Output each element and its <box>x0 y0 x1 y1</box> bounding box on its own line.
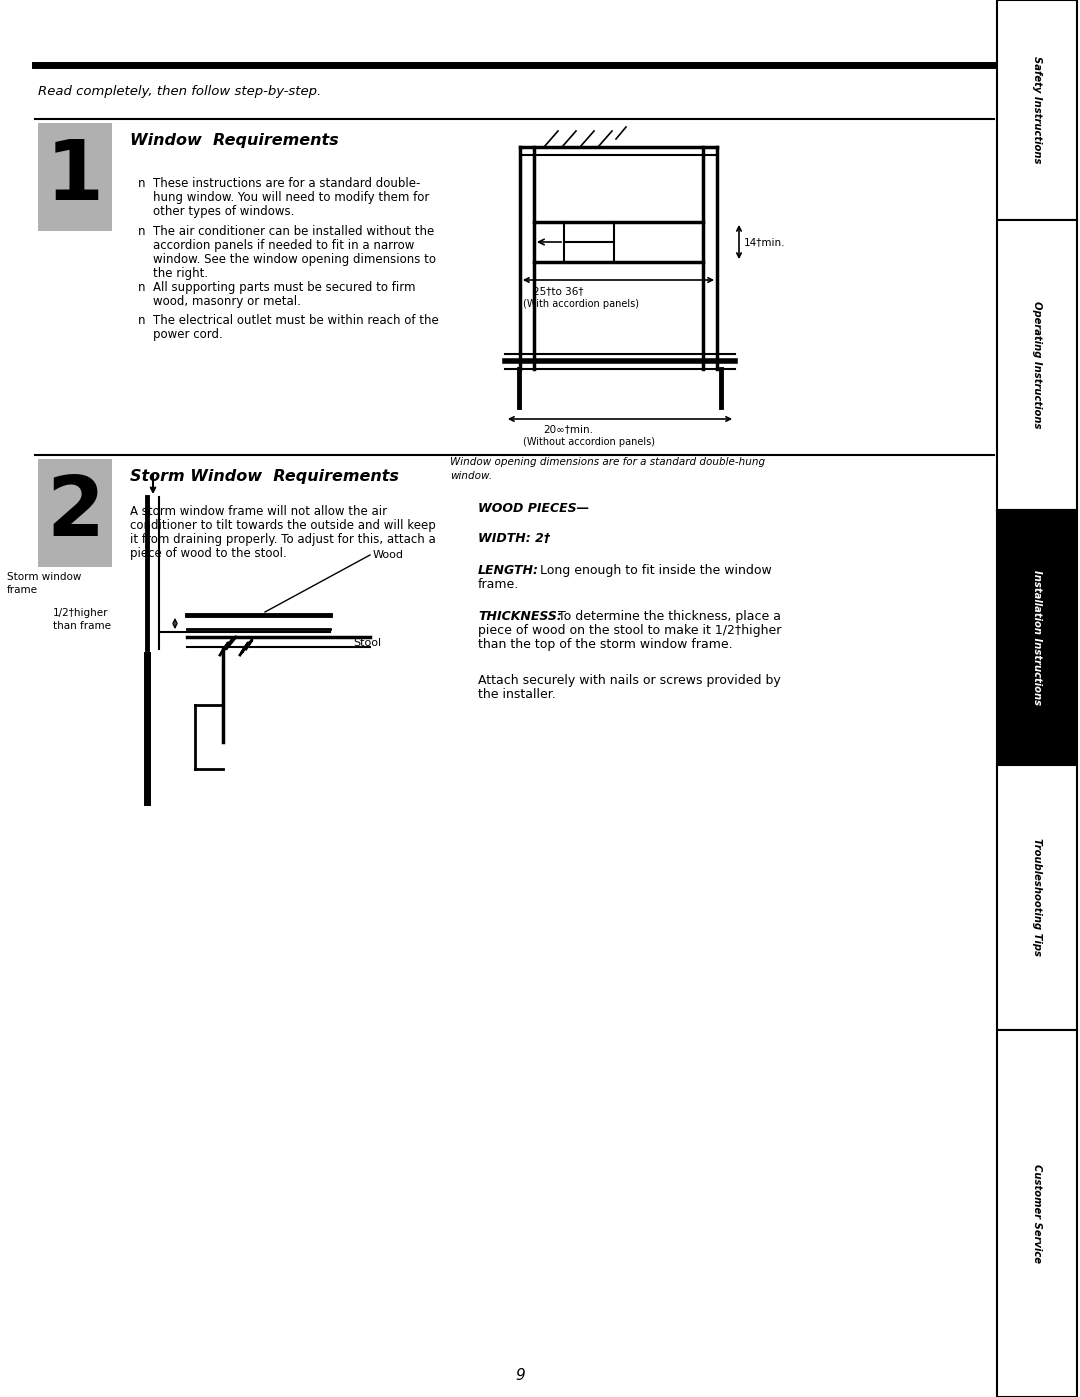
Text: WOOD PIECES—: WOOD PIECES— <box>478 502 589 515</box>
Text: Customer Service: Customer Service <box>1032 1164 1042 1263</box>
Text: Read completely, then follow step-by-step.: Read completely, then follow step-by-ste… <box>38 85 321 99</box>
Text: 1/2†higher: 1/2†higher <box>53 608 108 617</box>
Text: 2: 2 <box>46 472 104 553</box>
Text: A storm window frame will not allow the air: A storm window frame will not allow the … <box>130 504 387 518</box>
Text: Window  Requirements: Window Requirements <box>130 134 339 148</box>
Text: Storm window: Storm window <box>6 571 81 583</box>
Text: other types of windows.: other types of windows. <box>138 205 295 218</box>
Text: THICKNESS:: THICKNESS: <box>478 610 562 623</box>
Text: frame.: frame. <box>478 578 519 591</box>
Text: than the top of the storm window frame.: than the top of the storm window frame. <box>478 638 732 651</box>
Text: Operating Instructions: Operating Instructions <box>1032 302 1042 429</box>
Bar <box>997 0 1077 219</box>
Bar <box>38 123 112 231</box>
Text: (With accordion panels): (With accordion panels) <box>523 299 639 309</box>
Text: accordion panels if needed to fit in a narrow: accordion panels if needed to fit in a n… <box>138 239 415 251</box>
Text: the right.: the right. <box>138 267 208 279</box>
Bar <box>997 219 1077 510</box>
Text: it from draining properly. To adjust for this, attach a: it from draining properly. To adjust for… <box>130 534 435 546</box>
Bar <box>997 766 1077 1030</box>
Text: piece of wood to the stool.: piece of wood to the stool. <box>130 548 287 560</box>
Text: WIDTH: 2†: WIDTH: 2† <box>478 532 550 545</box>
Text: window.: window. <box>450 471 492 481</box>
Text: Stool: Stool <box>353 638 381 648</box>
Text: power cord.: power cord. <box>138 328 222 341</box>
Text: Installation Instructions: Installation Instructions <box>1032 570 1042 705</box>
Text: Storm Window  Requirements: Storm Window Requirements <box>130 469 399 485</box>
Text: To determine the thickness, place a: To determine the thickness, place a <box>558 610 781 623</box>
Text: LENGTH:: LENGTH: <box>478 564 539 577</box>
Text: piece of wood on the stool to make it 1/2†higher: piece of wood on the stool to make it 1/… <box>478 624 781 637</box>
Text: Safety Instructions: Safety Instructions <box>1032 56 1042 163</box>
Text: Long enough to fit inside the window: Long enough to fit inside the window <box>540 564 772 577</box>
Text: conditioner to tilt towards the outside and will keep: conditioner to tilt towards the outside … <box>130 520 435 532</box>
Text: (Without accordion panels): (Without accordion panels) <box>523 437 654 447</box>
Bar <box>38 460 112 567</box>
Text: window. See the window opening dimensions to: window. See the window opening dimension… <box>138 253 436 265</box>
Text: hung window. You will need to modify them for: hung window. You will need to modify the… <box>138 191 430 204</box>
Text: n  These instructions are for a standard double-: n These instructions are for a standard … <box>138 177 420 190</box>
Text: 25†to 36†: 25†to 36† <box>534 286 583 296</box>
Text: wood, masonry or metal.: wood, masonry or metal. <box>138 295 301 307</box>
Text: the installer.: the installer. <box>478 687 556 701</box>
Text: n  All supporting parts must be secured to firm: n All supporting parts must be secured t… <box>138 281 416 293</box>
Text: 9: 9 <box>515 1368 525 1383</box>
Bar <box>997 1030 1077 1397</box>
Text: 20∞†min.: 20∞†min. <box>543 425 593 434</box>
Text: Wood: Wood <box>373 550 404 560</box>
Text: Attach securely with nails or screws provided by: Attach securely with nails or screws pro… <box>478 673 781 687</box>
Text: Troubleshooting Tips: Troubleshooting Tips <box>1032 838 1042 957</box>
Bar <box>997 510 1077 766</box>
Text: Window opening dimensions are for a standard double-hung: Window opening dimensions are for a stan… <box>450 457 765 467</box>
Text: 1: 1 <box>46 137 104 218</box>
Text: than frame: than frame <box>53 622 111 631</box>
Text: n  The air conditioner can be installed without the: n The air conditioner can be installed w… <box>138 225 434 237</box>
Text: 14†min.: 14†min. <box>744 237 785 247</box>
Text: frame: frame <box>6 585 38 595</box>
Text: n  The electrical outlet must be within reach of the: n The electrical outlet must be within r… <box>138 314 438 327</box>
